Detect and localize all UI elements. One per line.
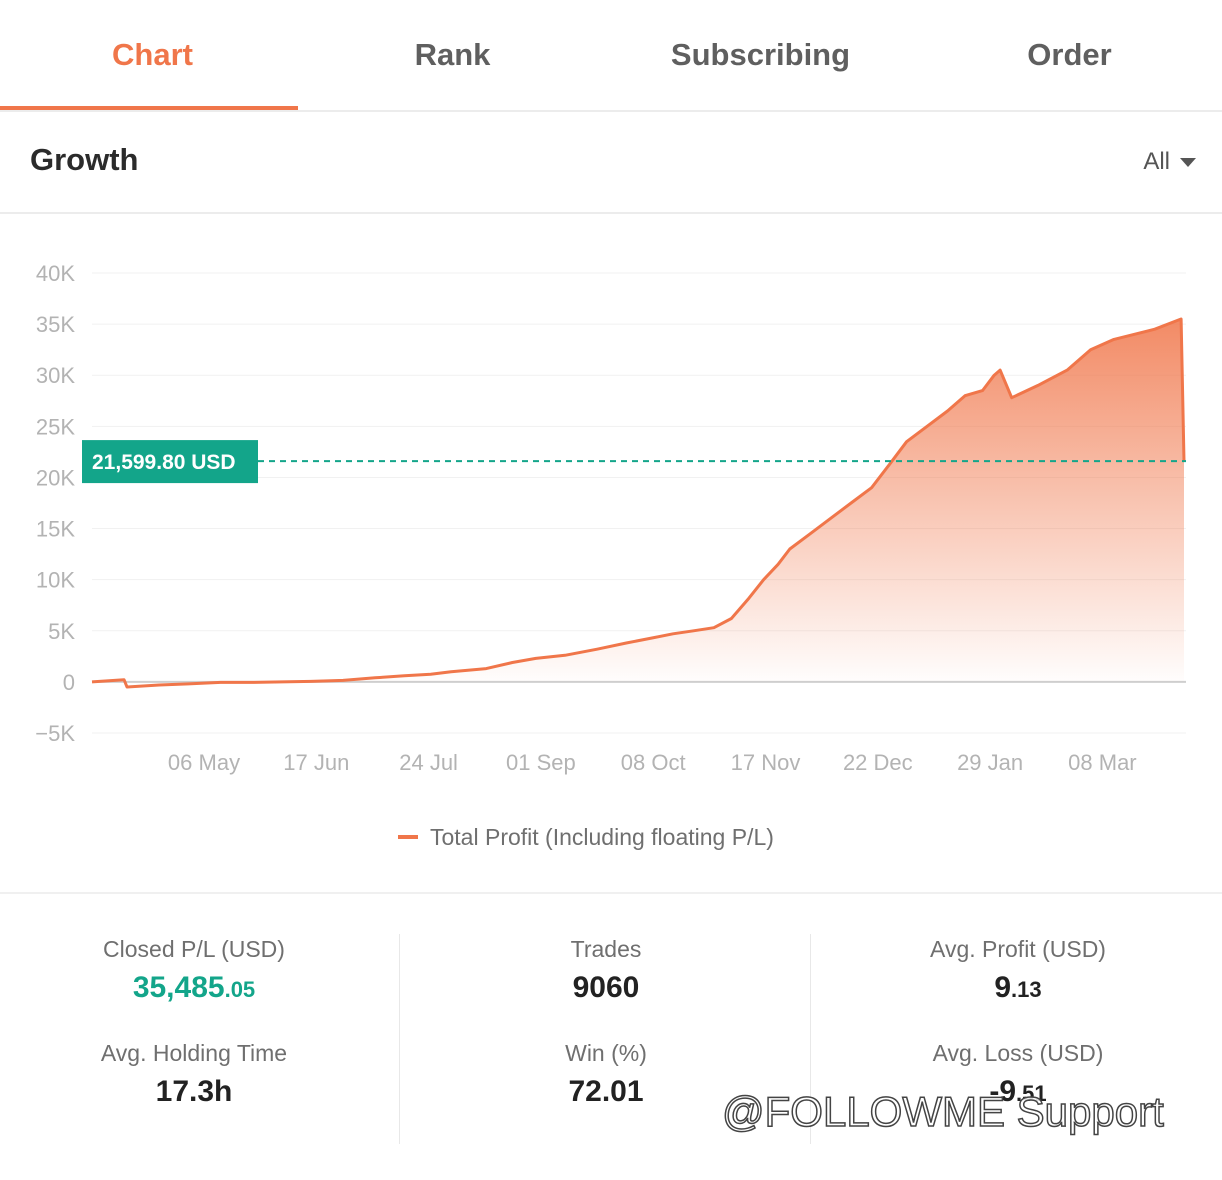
column-divider xyxy=(810,934,811,1144)
stat-value-dec: .13 xyxy=(1011,977,1042,1002)
watermark: @FOLLOWME Support xyxy=(721,1087,1164,1136)
legend-label: Total Profit (Including floating P/L) xyxy=(430,824,774,850)
stat-value-int: 9 xyxy=(994,971,1012,1004)
stat-label: Avg. Holding Time xyxy=(100,1040,288,1066)
growth-header: Growth All xyxy=(0,112,1222,214)
divider xyxy=(0,892,1222,894)
column-divider xyxy=(399,934,400,1144)
y-tick-label: 35K xyxy=(36,312,75,337)
stat-value-int: -9 xyxy=(989,1075,1017,1108)
range-dropdown[interactable]: All xyxy=(1143,148,1196,176)
stat-avg-holding: Avg. Holding Time 17.3h xyxy=(0,1040,394,1109)
stat-label: Win (%) xyxy=(565,1040,647,1066)
tab-order[interactable]: Order xyxy=(1027,37,1112,72)
stat-label: Trades xyxy=(570,936,642,962)
x-tick-label: 01 Sep xyxy=(506,750,576,775)
tab-rank[interactable]: Rank xyxy=(414,37,491,72)
tab-bar: Chart Rank Subscribing Order xyxy=(0,0,1222,112)
y-tick-label: 0 xyxy=(63,670,75,695)
profit-area xyxy=(92,319,1184,687)
y-tick-label: 5K xyxy=(48,619,75,644)
y-tick-label: −5K xyxy=(35,721,75,746)
section-title: Growth xyxy=(30,142,139,177)
y-axis: 40K 35K 30K 25K 20K 15K 10K 5K 0 −5K xyxy=(35,261,75,746)
stat-value-dec: .05 xyxy=(224,977,256,1002)
x-tick-label: 24 Jul xyxy=(399,750,458,775)
x-tick-label: 17 Jun xyxy=(283,750,349,775)
stat-trades: Trades 9060 xyxy=(406,936,806,1005)
x-tick-label: 17 Nov xyxy=(731,750,801,775)
tab-chart[interactable]: Chart xyxy=(112,37,193,72)
stat-label: Avg. Profit (USD) xyxy=(930,936,1106,962)
stat-value: 9.13 xyxy=(818,971,1218,1005)
y-tick-label: 30K xyxy=(36,363,75,388)
x-tick-label: 08 Mar xyxy=(1068,750,1136,775)
stat-label: Closed P/L (USD) xyxy=(103,936,285,962)
y-tick-label: 25K xyxy=(36,414,75,439)
growth-chart: 40K 35K 30K 25K 20K 15K 10K 5K 0 −5K 06 May 17 Jun… xyxy=(35,261,1186,850)
stat-win: Win (%) 72.01 xyxy=(406,1040,806,1109)
stat-value: 72.01 xyxy=(568,1075,644,1108)
stat-value-int: 35,485 xyxy=(132,971,225,1004)
y-tick-label: 10K xyxy=(36,568,75,593)
x-tick-label: 08 Oct xyxy=(621,750,686,775)
stat-label: Avg. Loss (USD) xyxy=(932,1040,1104,1066)
stat-value-dec: .51 xyxy=(1016,1081,1047,1106)
range-dropdown-label: All xyxy=(1143,148,1170,175)
chevron-down-icon xyxy=(1180,157,1196,167)
stats-panel: Closed P/L (USD) 35,485.05 Trades 9060 A… xyxy=(0,894,1222,1180)
x-tick-label: 29 Jan xyxy=(957,750,1023,775)
marker-label: 21,599.80 USD xyxy=(92,451,236,474)
x-axis: 06 May 17 Jun 24 Jul 01 Sep 08 Oct 17 Nov 22 D… xyxy=(168,750,1137,775)
marker-badge xyxy=(82,440,258,484)
y-tick-label: 15K xyxy=(36,517,75,542)
stat-avg-loss: Avg. Loss (USD) -9.51 xyxy=(818,1040,1218,1109)
y-tick-label: 40K xyxy=(36,261,75,286)
y-tick-label: 20K xyxy=(36,465,75,490)
tab-subscribing[interactable]: Subscribing xyxy=(670,37,851,72)
stat-value: 9060 xyxy=(572,971,640,1004)
profit-line xyxy=(91,317,1186,689)
x-tick-label: 06 May xyxy=(168,750,240,775)
stat-value: 17.3h xyxy=(155,1075,233,1108)
x-tick-label: 22 Dec xyxy=(843,750,913,775)
stat-value: 35,485.05 xyxy=(0,971,394,1005)
active-tab-indicator xyxy=(0,106,298,110)
stat-closed-pl: Closed P/L (USD) 35,485.05 xyxy=(0,936,394,1005)
stat-avg-profit: Avg. Profit (USD) 9.13 xyxy=(818,936,1218,1005)
stat-value: -9.51 xyxy=(818,1075,1218,1109)
